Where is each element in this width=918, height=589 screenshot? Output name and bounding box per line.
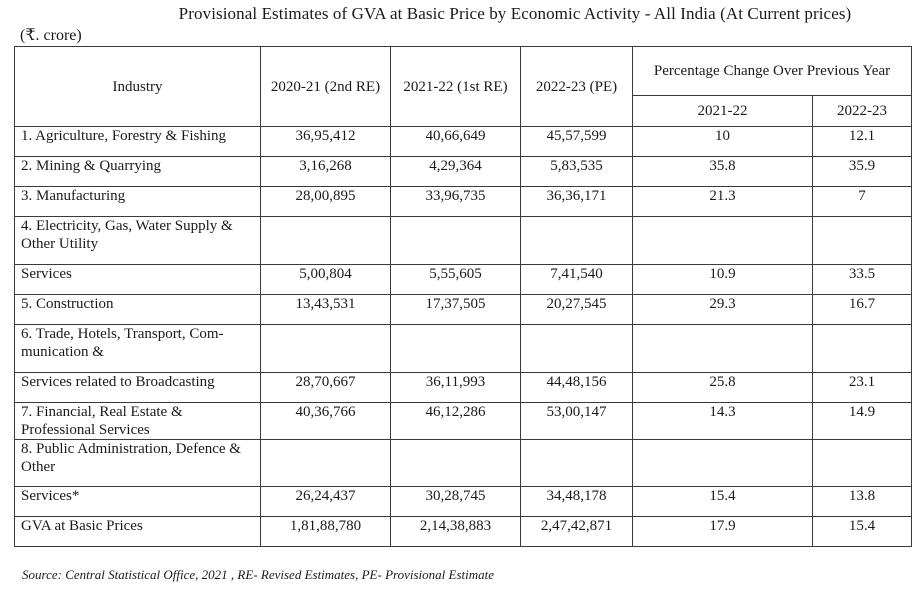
value-2022-23: 2,47,42,871 <box>520 516 633 547</box>
industry-cell: Services <box>14 264 261 295</box>
value-2022-23: 5,83,535 <box>520 156 633 187</box>
pct-2021-22: 15.4 <box>632 486 813 517</box>
value-2021-22: 5,55,605 <box>390 264 521 295</box>
value-2020-21: 40,36,766 <box>260 402 391 440</box>
value-2020-21 <box>260 216 391 265</box>
table-row: 8. Public Administration, Defence & Othe… <box>14 439 912 487</box>
table-row: 5. Construction 13,43,531 17,37,505 20,27,5… <box>14 294 912 325</box>
value-2021-22: 36,11,993 <box>390 372 521 403</box>
value-2022-23: 53,00,147 <box>520 402 633 440</box>
industry-cell: 8. Public Administration, Defence & Othe… <box>14 439 261 487</box>
table-body: 1. Agriculture, Forestry & Fishing 36,95,… <box>14 126 912 547</box>
table-row: 1. Agriculture, Forestry & Fishing 36,95,… <box>14 126 912 157</box>
industry-cell: GVA at Basic Prices <box>14 516 261 547</box>
pct-2021-22 <box>632 216 813 265</box>
pct-2021-22: 21.3 <box>632 186 813 217</box>
pct-2022-23: 15.4 <box>812 516 912 547</box>
value-2021-22: 2,14,38,883 <box>390 516 521 547</box>
pct-2021-22: 35.8 <box>632 156 813 187</box>
value-2020-21: 3,16,268 <box>260 156 391 187</box>
industry-cell: 3. Manufacturing <box>14 186 261 217</box>
value-2021-22 <box>390 324 521 373</box>
pct-2022-23: 35.9 <box>812 156 912 187</box>
pct-2022-23: 33.5 <box>812 264 912 295</box>
value-2021-22: 30,28,745 <box>390 486 521 517</box>
pct-2022-23: 16.7 <box>812 294 912 325</box>
value-2022-23 <box>520 216 633 265</box>
table-row: GVA at Basic Prices 1,81,88,780 2,14,38,88… <box>14 516 912 547</box>
pct-2021-22 <box>632 439 813 487</box>
header-2021-22: 2021-22 (1st RE) <box>390 46 521 127</box>
industry-cell: 5. Construction <box>14 294 261 325</box>
value-2022-23: 45,57,599 <box>520 126 633 157</box>
table-title: Provisional Estimates of GVA at Basic Pr… <box>178 4 852 23</box>
value-2022-23: 44,48,156 <box>520 372 633 403</box>
pct-2021-22: 14.3 <box>632 402 813 440</box>
header-percentage-change: Percentage Change Over Previous Year <box>632 46 912 96</box>
header-pct-2022-23: 2022-23 <box>812 95 912 127</box>
value-2022-23 <box>520 439 633 487</box>
value-2020-21 <box>260 324 391 373</box>
unit-label: (₹. crore) <box>20 27 82 44</box>
pct-2022-23: 14.9 <box>812 402 912 440</box>
pct-2022-23: 7 <box>812 186 912 217</box>
pct-2021-22: 10.9 <box>632 264 813 295</box>
value-2020-21: 28,00,895 <box>260 186 391 217</box>
pct-2022-23: 12.1 <box>812 126 912 157</box>
pct-2022-23 <box>812 324 912 373</box>
industry-cell: 6. Trade, Hotels, Transport, Com-municat… <box>14 324 261 373</box>
value-2020-21: 36,95,412 <box>260 126 391 157</box>
value-2021-22: 33,96,735 <box>390 186 521 217</box>
value-2020-21: 28,70,667 <box>260 372 391 403</box>
table-row: 3. Manufacturing 28,00,895 33,96,735 36,36,… <box>14 186 912 217</box>
industry-cell: 2. Mining & Quarrying <box>14 156 261 187</box>
value-2020-21: 13,43,531 <box>260 294 391 325</box>
pct-2021-22: 17.9 <box>632 516 813 547</box>
industry-cell: 7. Financial, Real Estate & Professional… <box>14 402 261 440</box>
pct-2022-23: 23.1 <box>812 372 912 403</box>
value-2021-22 <box>390 216 521 265</box>
table-row: 7. Financial, Real Estate & Professional… <box>14 402 912 440</box>
pct-2022-23 <box>812 439 912 487</box>
header-2022-23: 2022-23 (PE) <box>520 46 633 127</box>
table-row: 4. Electricity, Gas, Water Supply & Othe… <box>14 216 912 265</box>
value-2022-23: 7,41,540 <box>520 264 633 295</box>
pct-2021-22: 25.8 <box>632 372 813 403</box>
pct-2022-23: 13.8 <box>812 486 912 517</box>
table-row: Services 5,00,804 5,55,605 7,41,540 10.9 33.5 <box>14 264 912 295</box>
header-2020-21: 2020-21 (2nd RE) <box>260 46 391 127</box>
industry-cell: 1. Agriculture, Forestry & Fishing <box>14 126 261 157</box>
pct-2021-22: 29.3 <box>632 294 813 325</box>
industry-cell: 4. Electricity, Gas, Water Supply & Othe… <box>14 216 261 265</box>
value-2021-22: 17,37,505 <box>390 294 521 325</box>
industry-cell: Services related to Broadcasting <box>14 372 261 403</box>
source-note: Source: Central Statistical Office, 2021… <box>22 567 495 582</box>
value-2021-22: 46,12,286 <box>390 402 521 440</box>
pct-2021-22 <box>632 324 813 373</box>
value-2020-21 <box>260 439 391 487</box>
pct-2021-22: 10 <box>632 126 813 157</box>
value-2021-22 <box>390 439 521 487</box>
header-industry: Industry <box>14 46 261 127</box>
value-2022-23: 20,27,545 <box>520 294 633 325</box>
value-2021-22: 40,66,649 <box>390 126 521 157</box>
value-2020-21: 1,81,88,780 <box>260 516 391 547</box>
value-2021-22: 4,29,364 <box>390 156 521 187</box>
value-2022-23 <box>520 324 633 373</box>
table-row: 6. Trade, Hotels, Transport, Com-municat… <box>14 324 912 373</box>
value-2022-23: 34,48,178 <box>520 486 633 517</box>
header-pct-2021-22: 2021-22 <box>632 95 813 127</box>
industry-cell: Services* <box>14 486 261 517</box>
table-row: Services related to Broadcasting 28,70,66… <box>14 372 912 403</box>
value-2022-23: 36,36,171 <box>520 186 633 217</box>
value-2020-21: 26,24,437 <box>260 486 391 517</box>
table-row: 2. Mining & Quarrying 3,16,268 4,29,364 5,8… <box>14 156 912 187</box>
value-2020-21: 5,00,804 <box>260 264 391 295</box>
table-row: Services* 26,24,437 30,28,745 34,48,178 15.4… <box>14 486 912 517</box>
gva-table: Industry 2020-21 (2nd RE) 2021-22 (1st R… <box>14 46 912 547</box>
pct-2022-23 <box>812 216 912 265</box>
